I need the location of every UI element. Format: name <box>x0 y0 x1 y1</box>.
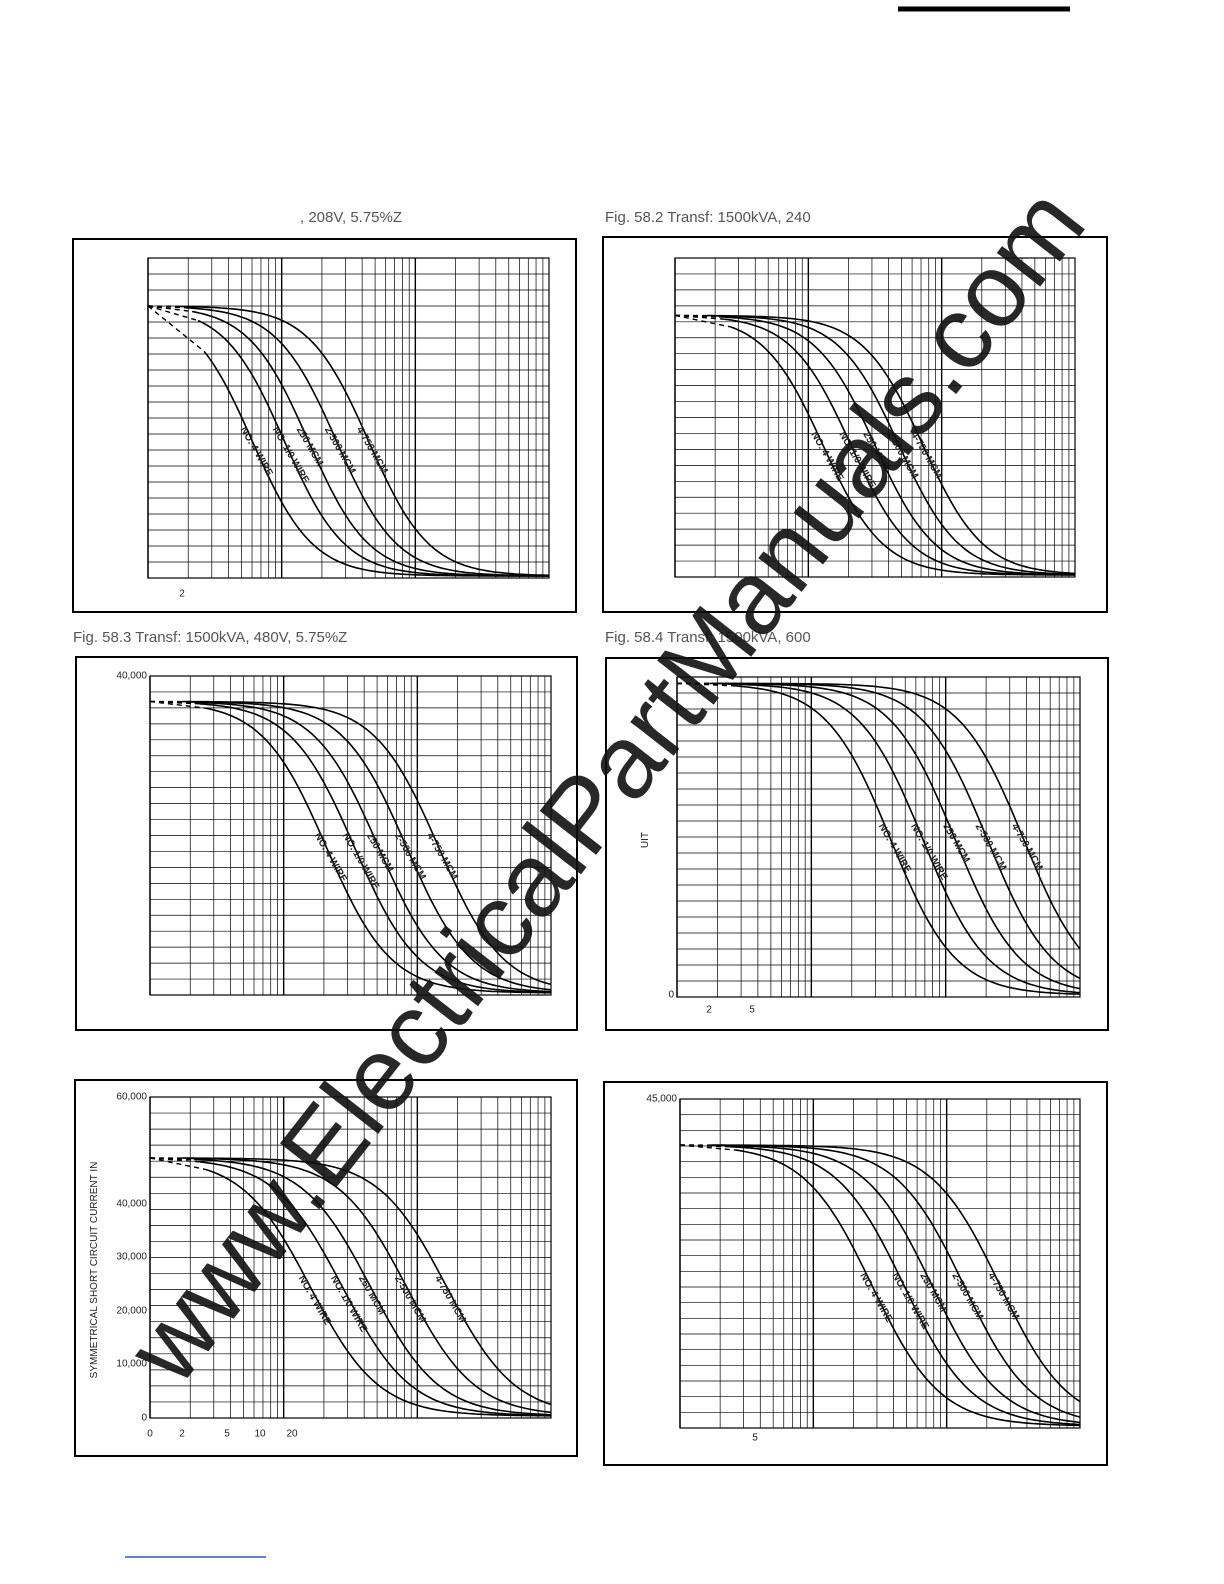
curve <box>203 350 549 577</box>
curve <box>205 1168 551 1417</box>
curve <box>721 682 1081 990</box>
curve <box>200 1161 551 1417</box>
panel-frame <box>72 238 577 613</box>
grid-frame <box>674 257 1076 578</box>
x-tick-label: 20 <box>286 1428 298 1439</box>
curve-dashed-start <box>149 700 207 709</box>
curve-dashed-start <box>149 1157 207 1171</box>
curve-dashed-start <box>679 1144 737 1151</box>
x-tick-label: 2 <box>179 1428 185 1439</box>
curve <box>729 1145 1081 1426</box>
panel-frame <box>602 236 1108 613</box>
curve-label: 2-500 MCM <box>322 425 358 476</box>
grid-frame <box>149 1096 552 1419</box>
curve <box>205 707 551 994</box>
curve <box>194 1158 552 1416</box>
curve <box>188 701 552 991</box>
y-tick-label: 40,000 <box>116 671 147 682</box>
curve-label: NO. 4 WIRE <box>857 1271 894 1324</box>
curve-label: 4-750 MCM <box>432 1274 468 1325</box>
grid-frame <box>676 676 1081 998</box>
y-tick-label: 30,000 <box>116 1252 147 1263</box>
panel-frame <box>605 657 1109 1031</box>
curve-label: 2-500 MCM <box>392 1274 428 1325</box>
curve-label: 250 MCM <box>356 1274 387 1317</box>
x-tick-label: 10 <box>254 1428 266 1439</box>
y-axis-title: SYMMETRICAL SHORT CIRCUIT CURRENT IN <box>89 1162 100 1379</box>
panel-frame <box>74 1079 578 1457</box>
curve <box>200 703 552 994</box>
y-tick-label: 20,000 <box>116 1306 147 1317</box>
curve-label: 250 MCM <box>917 1271 948 1314</box>
curve-label: 2-500 MCM <box>392 831 428 882</box>
curve-label: 4-750 MCM <box>424 831 460 882</box>
curve <box>182 1157 552 1406</box>
grid-frame <box>147 257 550 579</box>
y-tick-label: 60,000 <box>116 1092 147 1103</box>
curve-label: 4-750 MCM <box>354 425 390 476</box>
curve <box>730 326 1075 576</box>
curve-dashed-start <box>674 314 720 318</box>
curve-label: 2-500 MCM <box>973 822 1009 873</box>
grid-frame <box>679 1098 1081 1429</box>
panel-frame <box>75 656 578 1031</box>
curve-label: 2-500 MCM <box>949 1271 985 1322</box>
curve-label: 4-750 MCM <box>985 1271 1021 1322</box>
y-tick-label: 45,000 <box>646 1094 677 1105</box>
curve <box>727 683 1081 994</box>
curve-dashed-start <box>149 1157 195 1161</box>
curve-label: NO. 4 WIRE <box>296 1274 333 1327</box>
curve <box>186 307 550 577</box>
figure-caption: Fig. 58.4 Transf: 1500kVA, 600 <box>605 629 811 646</box>
curve-dashed-start <box>147 305 193 313</box>
curve <box>709 682 1081 950</box>
curve <box>718 1144 1081 1418</box>
x-tick-label: 2 <box>179 588 185 599</box>
curve <box>707 314 1076 575</box>
figure-caption: , 208V, 5.75%Z <box>300 209 402 226</box>
curve <box>182 700 552 986</box>
y-tick-label: 40,000 <box>116 1199 147 1210</box>
curve-label: NO. 4 WIRE <box>876 822 913 875</box>
y-tick-label: 0 <box>668 990 674 1001</box>
watermark: www.ElectricalPartManuals.com <box>104 167 1107 1405</box>
figure-caption: Fig. 58.2 Transf: 1500kVA, 240 <box>605 209 811 226</box>
y-tick-label: 0 <box>141 1413 147 1424</box>
x-tick-label: 5 <box>224 1428 230 1439</box>
x-tick-label: 5 <box>752 1432 758 1443</box>
y-tick-label: 10,000 <box>116 1359 147 1370</box>
curve-label: NO. 4 WIRE <box>238 425 275 478</box>
curve <box>194 701 552 993</box>
curve <box>733 685 1081 995</box>
chart-panel: Fig. 58.3 Transf: 1500kVA, 480V, 5.75%Z 4… <box>73 629 578 1031</box>
curve <box>718 316 1076 576</box>
curve-dashed-start <box>147 305 205 352</box>
x-tick-label: 5 <box>749 1004 755 1015</box>
curve-dashed-start <box>676 682 734 687</box>
figure-caption: Fig. 58.3 Transf: 1500kVA, 480V, 5.75%Z <box>73 629 347 646</box>
curve-dashed-start <box>147 305 187 309</box>
grid-frame <box>149 675 552 996</box>
curve <box>712 315 1076 576</box>
curve <box>180 305 550 577</box>
curve <box>735 1149 1081 1427</box>
curve <box>188 1157 552 1414</box>
panel-frame <box>603 1081 1108 1466</box>
x-tick-label: 2 <box>706 1004 712 1015</box>
y-axis-title: UIT <box>640 832 651 848</box>
curve-dashed-start <box>674 314 732 328</box>
curve <box>724 1144 1081 1424</box>
x-tick-label: 0 <box>147 1428 153 1439</box>
